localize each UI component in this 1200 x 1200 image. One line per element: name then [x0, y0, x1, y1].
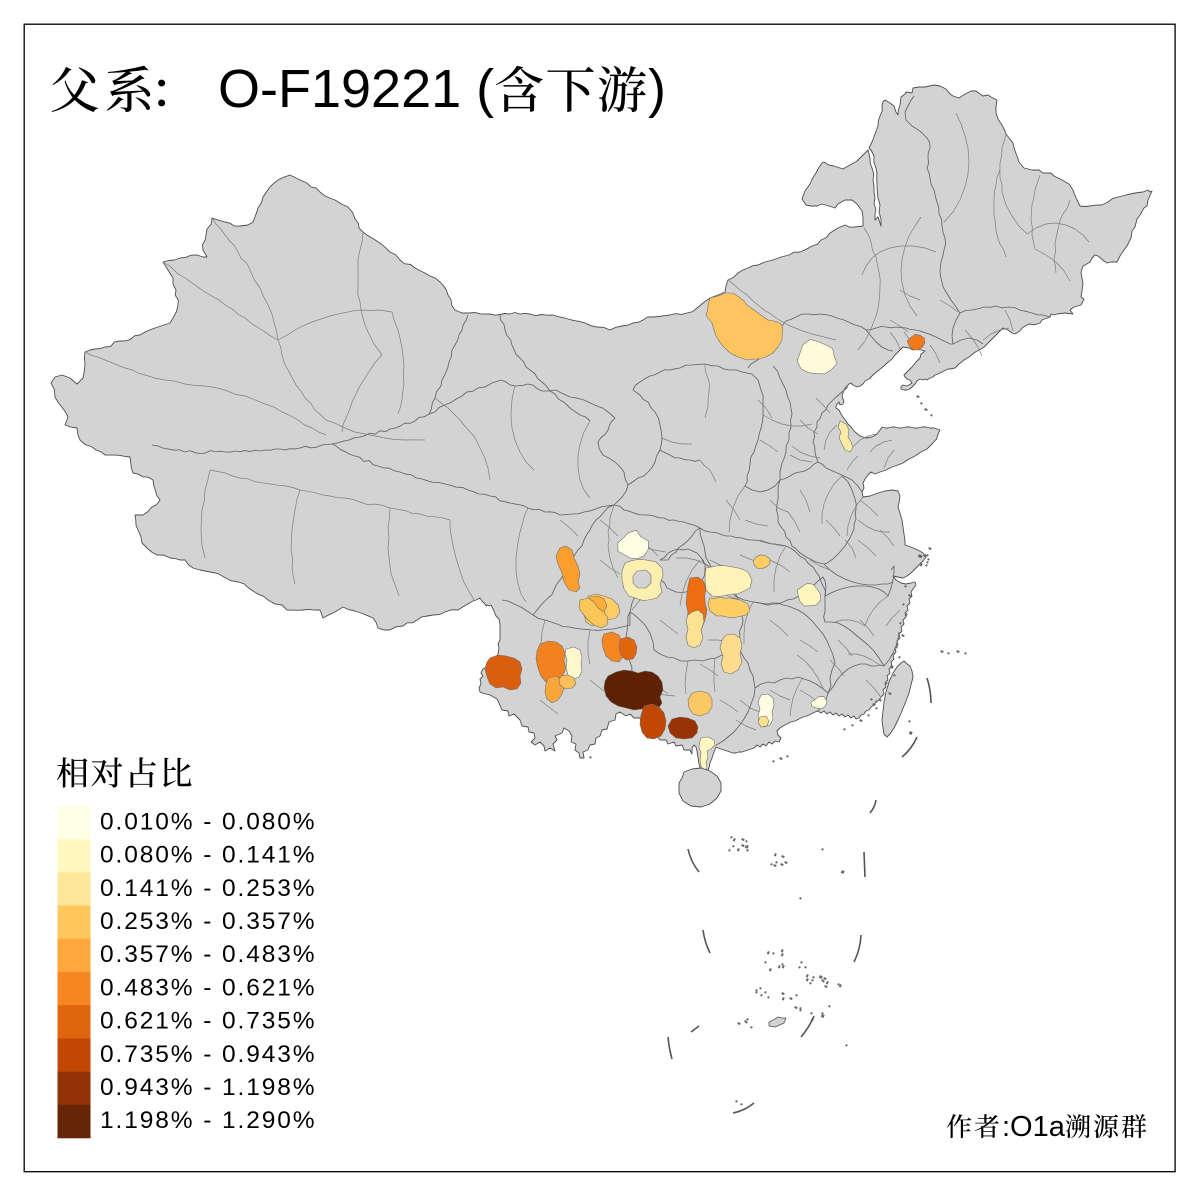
svg-text:0.943% - 1.198%: 0.943% - 1.198% [100, 1074, 316, 1101]
svg-text:0.483% - 0.621%: 0.483% - 0.621% [100, 974, 316, 1001]
svg-text:0.357% - 0.483%: 0.357% - 0.483% [100, 941, 316, 968]
svg-text:0.010% - 0.080%: 0.010% - 0.080% [100, 808, 316, 835]
svg-text::O1a: :O1a [1002, 1111, 1066, 1143]
svg-text:0.253% - 0.357%: 0.253% - 0.357% [100, 908, 316, 935]
svg-text:0.735% - 0.943%: 0.735% - 0.943% [100, 1041, 316, 1068]
svg-text:0.141% - 0.253%: 0.141% - 0.253% [100, 875, 316, 902]
svg-text:1.198% - 1.290%: 1.198% - 1.290% [100, 1107, 316, 1134]
svg-text:): ) [648, 59, 666, 119]
svg-text:O-F19221 (: O-F19221 ( [218, 59, 494, 119]
svg-text:0.080% - 0.141%: 0.080% - 0.141% [100, 842, 316, 869]
svg-text:0.621% - 0.735%: 0.621% - 0.735% [100, 1008, 316, 1035]
